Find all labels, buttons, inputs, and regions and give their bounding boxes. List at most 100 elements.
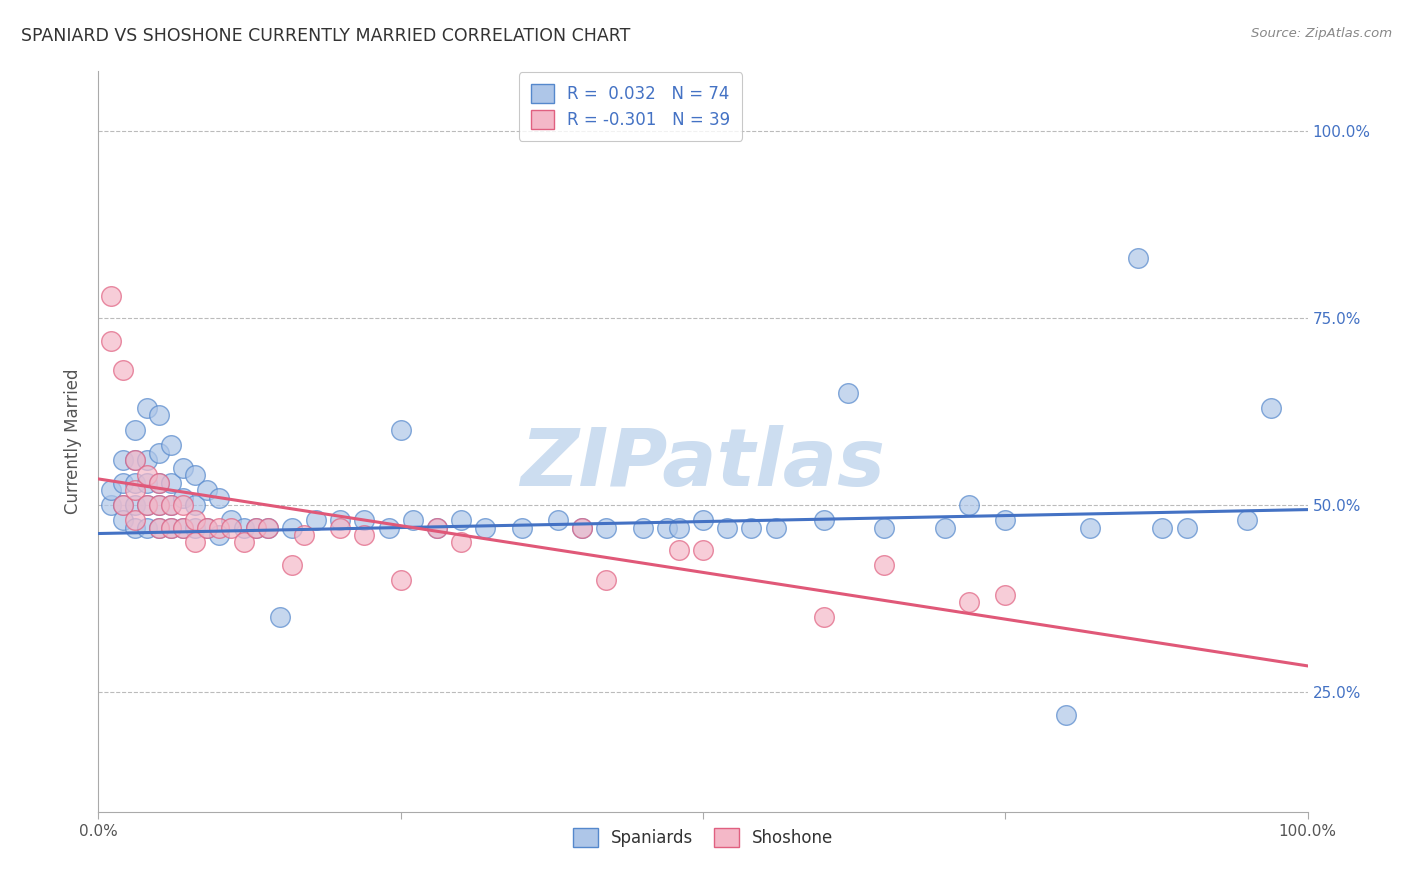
- Point: [269, 610, 291, 624]
- Point: [148, 409, 170, 423]
- Point: [873, 520, 896, 534]
- Point: [281, 558, 304, 572]
- Point: [813, 610, 835, 624]
- Point: [184, 520, 207, 534]
- Point: [1078, 520, 1101, 534]
- Point: [195, 483, 218, 497]
- Point: [100, 498, 122, 512]
- Point: [124, 423, 146, 437]
- Point: [100, 289, 122, 303]
- Point: [957, 498, 980, 512]
- Point: [957, 595, 980, 609]
- Point: [305, 513, 328, 527]
- Point: [124, 475, 146, 490]
- Point: [184, 535, 207, 549]
- Point: [595, 573, 617, 587]
- Point: [124, 520, 146, 534]
- Point: [353, 513, 375, 527]
- Point: [1128, 252, 1150, 266]
- Point: [353, 528, 375, 542]
- Point: [716, 520, 738, 534]
- Point: [994, 513, 1017, 527]
- Point: [184, 468, 207, 483]
- Point: [450, 513, 472, 527]
- Point: [547, 513, 569, 527]
- Point: [668, 543, 690, 558]
- Point: [135, 498, 157, 512]
- Point: [631, 520, 654, 534]
- Point: [111, 498, 134, 512]
- Point: [595, 520, 617, 534]
- Point: [172, 491, 194, 505]
- Point: [813, 513, 835, 527]
- Point: [221, 520, 243, 534]
- Point: [124, 498, 146, 512]
- Point: [124, 513, 146, 527]
- Point: [837, 386, 859, 401]
- Point: [377, 520, 399, 534]
- Point: [100, 334, 122, 348]
- Point: [148, 475, 170, 490]
- Text: SPANIARD VS SHOSHONE CURRENTLY MARRIED CORRELATION CHART: SPANIARD VS SHOSHONE CURRENTLY MARRIED C…: [21, 27, 630, 45]
- Point: [100, 483, 122, 497]
- Point: [148, 475, 170, 490]
- Point: [232, 535, 254, 549]
- Point: [160, 498, 183, 512]
- Point: [292, 528, 315, 542]
- Point: [184, 498, 207, 512]
- Point: [148, 446, 170, 460]
- Point: [135, 520, 157, 534]
- Point: [208, 528, 231, 542]
- Text: Source: ZipAtlas.com: Source: ZipAtlas.com: [1251, 27, 1392, 40]
- Point: [402, 513, 425, 527]
- Point: [571, 520, 593, 534]
- Point: [124, 453, 146, 467]
- Point: [148, 498, 170, 512]
- Point: [195, 520, 218, 534]
- Point: [148, 520, 170, 534]
- Point: [195, 520, 218, 534]
- Point: [160, 520, 183, 534]
- Point: [1175, 520, 1198, 534]
- Point: [426, 520, 449, 534]
- Point: [426, 520, 449, 534]
- Point: [510, 520, 533, 534]
- Point: [256, 520, 278, 534]
- Point: [571, 520, 593, 534]
- Point: [389, 423, 412, 437]
- Point: [329, 513, 352, 527]
- Point: [160, 520, 183, 534]
- Point: [124, 453, 146, 467]
- Point: [160, 498, 183, 512]
- Point: [245, 520, 267, 534]
- Point: [208, 491, 231, 505]
- Text: ZIPatlas: ZIPatlas: [520, 425, 886, 503]
- Point: [692, 513, 714, 527]
- Point: [389, 573, 412, 587]
- Point: [111, 453, 134, 467]
- Point: [135, 401, 157, 415]
- Point: [934, 520, 956, 534]
- Point: [160, 475, 183, 490]
- Point: [148, 520, 170, 534]
- Point: [135, 453, 157, 467]
- Point: [994, 588, 1017, 602]
- Point: [148, 498, 170, 512]
- Point: [1152, 520, 1174, 534]
- Point: [184, 513, 207, 527]
- Y-axis label: Currently Married: Currently Married: [65, 368, 83, 515]
- Point: [1236, 513, 1258, 527]
- Point: [135, 475, 157, 490]
- Point: [245, 520, 267, 534]
- Point: [221, 513, 243, 527]
- Point: [232, 520, 254, 534]
- Point: [172, 460, 194, 475]
- Point: [111, 363, 134, 377]
- Point: [172, 520, 194, 534]
- Point: [135, 468, 157, 483]
- Point: [160, 438, 183, 452]
- Point: [1260, 401, 1282, 415]
- Point: [172, 498, 194, 512]
- Point: [256, 520, 278, 534]
- Point: [474, 520, 496, 534]
